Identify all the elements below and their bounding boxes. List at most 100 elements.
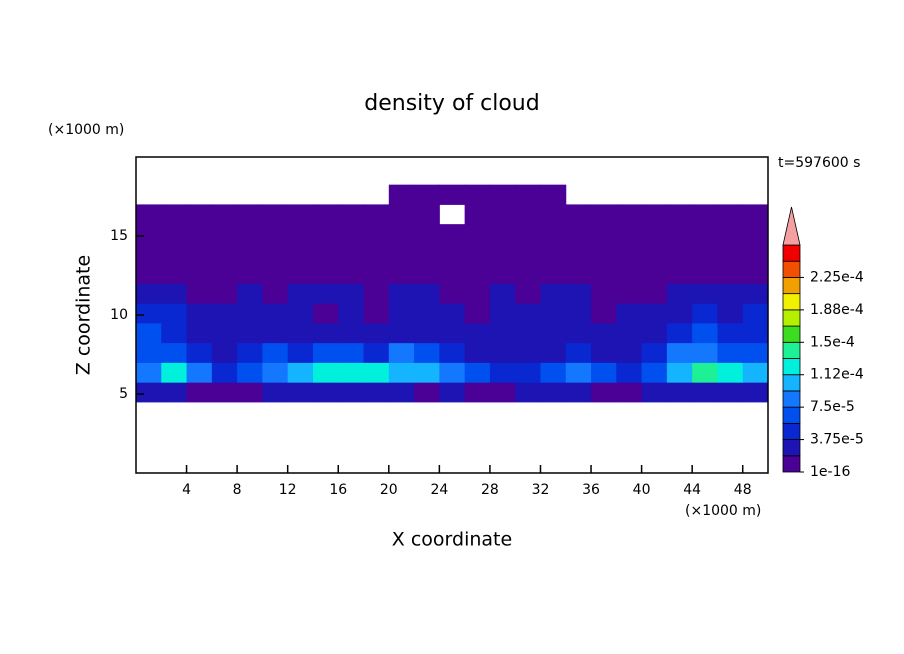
x-tick-label: 12 [279,482,297,498]
contour-cell [641,263,668,284]
colorbar-band [782,358,801,376]
contour-cell [363,204,390,225]
contour-cell [540,184,567,205]
contour-cell [439,382,466,403]
contour-cell [515,184,541,205]
contour-cell [515,382,541,403]
contour-cell [717,362,744,383]
contour-cell [591,204,617,225]
contour-cell [186,362,213,383]
contour-cell [591,362,617,383]
contour-cell [237,382,263,403]
contour-cell [186,224,213,245]
contour-cell [666,224,693,245]
contour-cell [439,263,466,284]
contour-cell [641,322,668,344]
contour-cell [540,263,567,284]
colorbar-tick-label: 2.25e-4 [810,269,864,285]
y-tick-label: 10 [110,307,128,323]
contour-cell [388,322,415,344]
contour-cell [211,322,238,344]
contour-cell [616,263,643,284]
contour-cell [489,283,516,304]
colorbar-tick-label: 3.75e-5 [810,432,864,448]
contour-cell [439,362,466,383]
contour-cell [565,322,592,344]
contour-cell [136,224,162,245]
contour-cell [641,204,668,225]
contour-cell [666,243,693,265]
contour-cell [515,322,541,344]
contour-cell [717,283,744,304]
contour-cell [161,243,188,265]
contour-cell [515,342,541,363]
colorbar-band [782,341,801,359]
colorbar-band [782,277,801,295]
contour-cell [161,362,188,383]
contour-cell [692,382,718,403]
contour-cell [515,224,541,245]
contour-cell [591,243,617,265]
contour-cell [262,283,289,304]
contour-cell [414,283,440,304]
contour-cell [717,342,744,363]
contour-cell [464,263,491,284]
contour-cell [136,362,162,383]
contour-cell [414,382,440,403]
contour-cell [363,342,390,363]
x-tick-label: 28 [481,482,499,498]
contour-cell [312,243,339,265]
contour-cell [692,204,718,225]
contour-cell [489,382,516,403]
contour-cell [338,263,365,284]
contour-cell [666,283,693,304]
contour-cell [489,243,516,265]
contour-cell [540,382,567,403]
contour-cell [211,224,238,245]
contour-cell [136,322,162,344]
contour-cell [616,224,643,245]
contour-cell [591,263,617,284]
x-tick-label: 40 [633,482,651,498]
contour-cell [464,224,491,245]
contour-cell [262,204,289,225]
y-tick-label: 15 [110,228,128,244]
contour-cell [237,322,263,344]
contour-cell [287,243,314,265]
contour-cell [742,303,769,324]
contour-cell [136,303,162,324]
contour-cell [414,362,440,383]
contour-cell [363,224,390,245]
colorbar-tick-label: 1.88e-4 [810,302,864,318]
contour-cell [363,263,390,284]
contour-cell [666,263,693,284]
contour-cell [439,243,466,265]
contour-cell [692,283,718,304]
contour-cell [591,382,617,403]
contour-cell [692,303,718,324]
contour-cell [388,283,415,304]
contour-cell [262,322,289,344]
contour-cell [565,283,592,304]
contour-cell [161,283,188,304]
contour-cell [161,382,188,403]
contour-cell [262,243,289,265]
contour-cell [161,342,188,363]
contour-cell [565,382,592,403]
contour-cell [515,204,541,225]
contour-cell [414,204,440,225]
contour-cell [338,362,365,383]
contour-cell [237,224,263,245]
colorbar-band [782,439,801,457]
contour-cell [641,243,668,265]
contour-cell [591,224,617,245]
contour-cell [616,283,643,304]
contour-cell [540,224,567,245]
contour-cell [211,362,238,383]
contour-cell [464,184,491,205]
contour-cell [439,322,466,344]
contour-cell [262,382,289,403]
contour-cell [439,342,466,363]
contour-cell [287,224,314,245]
contour-cell [388,224,415,245]
